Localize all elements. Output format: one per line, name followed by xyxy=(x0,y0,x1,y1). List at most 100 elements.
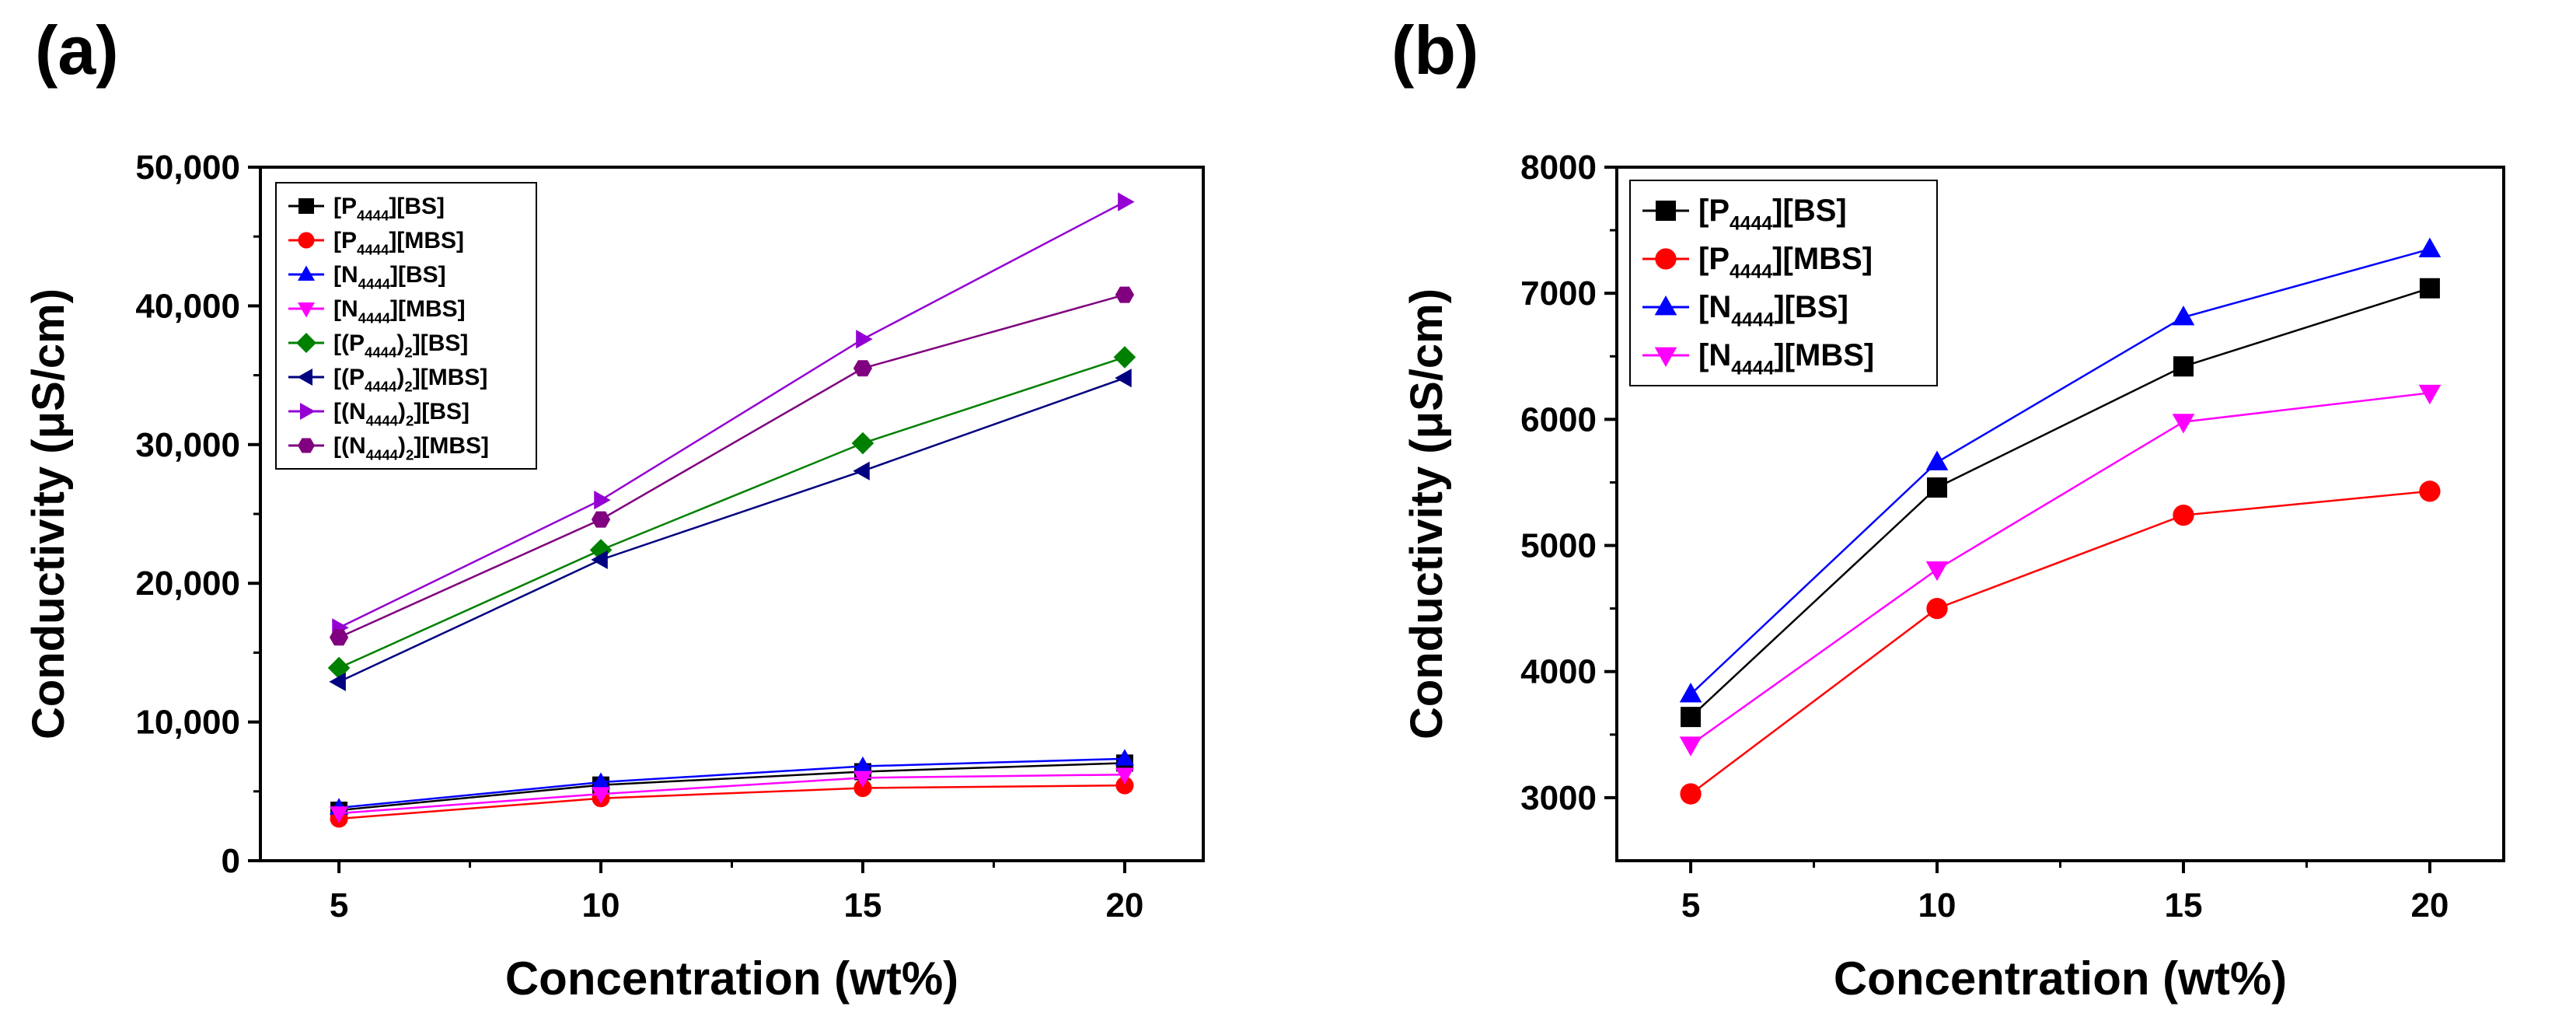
series-[P4444][MBS] xyxy=(330,776,1134,828)
data-point xyxy=(2419,481,2441,502)
legend-item: [N4444][MBS] xyxy=(288,296,466,326)
legend-marker xyxy=(300,403,316,420)
data-point xyxy=(1925,561,1949,582)
legend-label: [N4444][BS] xyxy=(333,262,446,292)
x-tick-label: 15 xyxy=(2164,886,2202,924)
x-tick-label: 20 xyxy=(2410,886,2449,924)
data-point xyxy=(327,656,351,680)
x-axis: 5 10 15 20 xyxy=(1681,861,2449,924)
legend-box xyxy=(275,182,537,470)
x-tick-label: 20 xyxy=(1105,886,1143,924)
y-tick-label: 3000 xyxy=(1520,779,1597,817)
series-[N4444][BS] xyxy=(1679,237,2442,703)
legend-anion: ][MBS] xyxy=(413,365,488,390)
series-line xyxy=(338,773,1125,815)
legend-subscript-2: 2 xyxy=(404,344,412,360)
legend-label: [N4444][MBS] xyxy=(333,296,466,326)
legend-label: [N4444][BS] xyxy=(1698,290,1848,330)
series-line xyxy=(338,762,1125,812)
series-[P4444][BS] xyxy=(1681,278,2440,728)
data-point xyxy=(1115,776,1134,795)
legend-item: [N4444][BS] xyxy=(1642,290,1848,330)
y-axis-title: Conductivity (μS/cm) xyxy=(23,288,74,739)
data-point xyxy=(853,461,870,481)
y-tick-label: 30,000 xyxy=(135,426,240,464)
data-point xyxy=(2173,504,2194,526)
legend-item: [P4444][BS] xyxy=(288,194,445,223)
y-tick-label: 0 xyxy=(222,842,240,880)
legend-paren: ) xyxy=(398,433,406,459)
legend-marker xyxy=(297,369,312,386)
data-point xyxy=(1115,369,1132,388)
x-tick-label: 15 xyxy=(843,886,881,924)
legend-item: [(N4444)2][BS] xyxy=(288,399,469,428)
legend-subscript-2: 2 xyxy=(406,446,414,463)
legend-anion: ][MBS] xyxy=(390,296,466,322)
series-line xyxy=(338,784,1125,820)
legend-paren: ) xyxy=(396,365,404,390)
data-point xyxy=(853,771,873,788)
legend-subscript: 4444 xyxy=(358,275,391,292)
chart-panel-b: (b) 3000 4000 5000 6000 7000 8000 5 10 15 20 Concen… xyxy=(1391,12,2505,1005)
data-point xyxy=(591,550,608,569)
y-tick-label: 4000 xyxy=(1520,653,1597,691)
data-point xyxy=(853,756,873,774)
legend-marker xyxy=(298,198,314,214)
data-point xyxy=(591,511,611,528)
legend-item: [N4444][MBS] xyxy=(1642,338,1874,379)
legend-subscript: 4444 xyxy=(357,241,389,257)
x-tick-label: 10 xyxy=(582,886,620,924)
series-line xyxy=(338,376,1126,683)
legend-item: [P4444][MBS] xyxy=(1642,242,1873,282)
legend-subscript: 4444 xyxy=(1731,358,1774,379)
y-tick-label: 7000 xyxy=(1520,274,1597,313)
legend-anion: ][BS] xyxy=(413,330,469,356)
panel-label: (a) xyxy=(35,12,119,89)
legend-anion: ][MBS] xyxy=(414,433,489,459)
y-tick-label: 5000 xyxy=(1520,527,1597,565)
data-point xyxy=(853,778,872,798)
data-point xyxy=(1115,286,1135,303)
legend-anion: ][MBS] xyxy=(1772,242,1873,276)
legend-marker xyxy=(298,302,315,318)
legend-marker xyxy=(1656,201,1676,221)
legend-label: [P4444][BS] xyxy=(1698,194,1847,234)
legend-cation: [(N xyxy=(333,399,366,425)
legend-label: [P4444][BS] xyxy=(333,194,445,223)
data-point xyxy=(2172,414,2195,434)
legend-label: [(N4444)2][BS] xyxy=(333,399,469,428)
legend-label: [(P4444)2][MBS] xyxy=(333,365,487,394)
y-axis-title: Conductivity (μS/cm) xyxy=(1401,288,1452,739)
legend-subscript: 4444 xyxy=(1731,309,1774,330)
legend-marker xyxy=(298,265,315,281)
series-[P4444][MBS] xyxy=(1680,481,2441,805)
legend-subscript: 4444 xyxy=(1730,261,1772,282)
y-tick-label: 8000 xyxy=(1520,149,1597,187)
series-line xyxy=(1690,287,2431,718)
legend-box xyxy=(1629,180,1938,386)
legend-cation: [(N xyxy=(333,433,366,459)
y-axis: 0 10,000 20,000 30,000 40,000 50,000 xyxy=(135,149,260,880)
data-point xyxy=(853,360,873,377)
x-axis-title: Concentration (wt%) xyxy=(1834,952,2287,1005)
legend-cation: [P xyxy=(333,228,357,253)
legend: [P4444][BS][P4444][MBS][N4444][BS][N4444… xyxy=(1629,180,1938,386)
series-[N4444][MBS] xyxy=(1679,384,2442,757)
legend-subscript: 4444 xyxy=(358,309,391,326)
data-point xyxy=(1680,783,1702,805)
y-tick-label: 20,000 xyxy=(135,564,240,603)
legend-item: [P4444][BS] xyxy=(1642,194,1847,234)
legend-item: [(N4444)2][MBS] xyxy=(288,433,489,463)
data-point xyxy=(1926,597,1948,620)
legend: [P4444][BS][P4444][MBS][N4444][BS][N4444… xyxy=(275,182,537,470)
data-point xyxy=(329,672,346,691)
data-point xyxy=(1115,749,1135,766)
legend-item: [(P4444)2][BS] xyxy=(288,330,468,360)
series-line xyxy=(1690,392,2431,746)
data-point xyxy=(591,772,611,789)
legend-cation: [P xyxy=(333,194,357,219)
legend-subscript: 4444 xyxy=(357,207,389,223)
legend-cation: [N xyxy=(1698,338,1731,372)
legend-anion: ][BS] xyxy=(414,399,469,425)
